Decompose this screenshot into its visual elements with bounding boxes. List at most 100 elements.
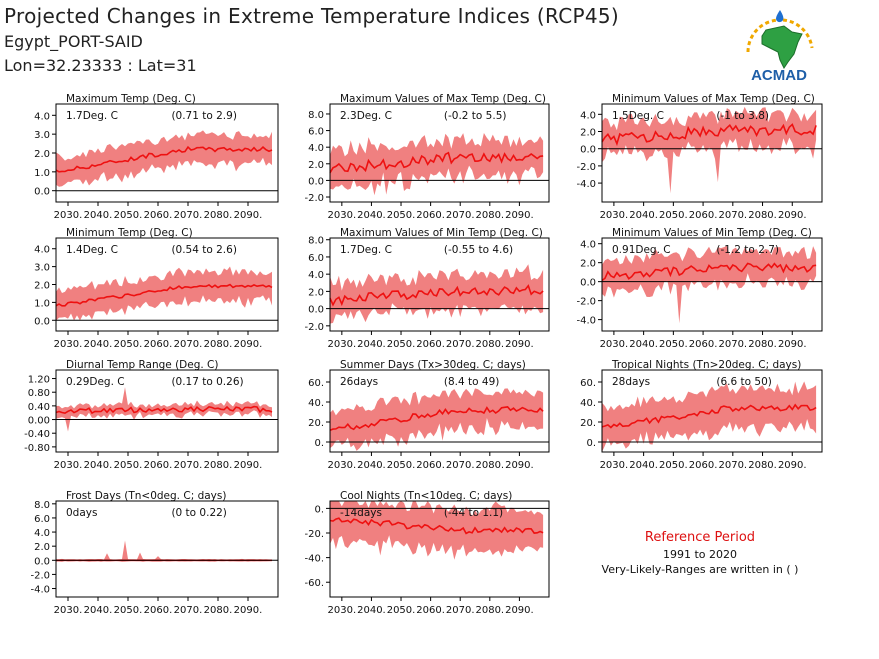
africa-map-icon [761, 25, 803, 69]
x-tick-label: 2090. [778, 339, 807, 350]
reference-period-title: Reference Period [644, 530, 756, 545]
chart-title: Minimum Values of Max Temp (Deg. C) [612, 93, 815, 105]
x-tick-label: 2040. [357, 210, 386, 221]
plot-frame [329, 500, 550, 598]
y-tick-label: 2.0 [308, 160, 324, 171]
x-tick-label: 2040. [357, 605, 386, 616]
chart-panel: 60. 40. 20. 0. 2030. 2040. 2050. 2060. 2070. 2080… [308, 359, 550, 471]
plot-frame [329, 103, 550, 203]
mean-series-line [55, 405, 273, 415]
x-tick-label: 2030. [328, 210, 357, 221]
y-tick-label: -2.0 [576, 162, 596, 173]
coordinates-label: Lon=32.23333 : Lat=31 [4, 56, 197, 75]
likely-range-label: (8.4 to 49) [444, 376, 499, 388]
y-tick-label: 2.0 [34, 542, 50, 553]
sun-rays-icon [746, 18, 814, 53]
x-tick-label: 2070. [446, 460, 475, 471]
mean-series-line [329, 151, 544, 174]
range-band [330, 388, 544, 451]
x-tick-label: 2070. [174, 605, 203, 616]
mean-series-line [329, 284, 544, 307]
x-tick-label: 2080. [475, 460, 504, 471]
y-tick-label: -2.0 [304, 193, 324, 204]
likely-range-label: (6.6 to 50) [716, 376, 771, 388]
chart-panel: 0.-20.-40.-60.2030. 2040. 2050. 2060. 2070. 2… [304, 490, 550, 616]
x-tick-label: 2040. [629, 460, 658, 471]
y-tick-label: -60. [304, 578, 324, 589]
y-tick-label: -4.0 [576, 316, 596, 327]
y-tick-label: 4.0 [34, 111, 50, 122]
plot-frame [55, 500, 279, 598]
x-tick-label: 2060. [416, 605, 445, 616]
x-tick-label: 2070. [718, 460, 747, 471]
x-tick-label: 2040. [84, 605, 113, 616]
chart-title: Tropical Nights (Tn>20deg. C; days) [611, 359, 801, 371]
page-title: Projected Changes in Extreme Temperature… [4, 4, 620, 28]
y-tick-label: -40. [304, 554, 324, 565]
likely-range-label: (0.17 to 0.26) [171, 376, 243, 388]
y-tick-label: 2.0 [34, 281, 50, 292]
acmad-logo-text: ACMAD [751, 67, 807, 84]
likely-range-label: (-1.2 to 2.7) [716, 244, 779, 256]
y-tick-label: 0.0 [34, 316, 50, 327]
x-tick-label: 2060. [416, 210, 445, 221]
mean-change-label: 1.4Deg. C [66, 244, 118, 256]
x-tick-label: 2050. [114, 210, 143, 221]
y-tick-label: 1.0 [34, 168, 50, 179]
x-tick-label: 2040. [84, 210, 113, 221]
y-tick-label: 0. [314, 438, 324, 449]
x-tick-label: 2090. [505, 605, 534, 616]
mean-series-line [55, 145, 273, 173]
x-tick-label: 2090. [234, 460, 263, 471]
x-tick-label: 2040. [84, 339, 113, 350]
y-tick-label: 60. [580, 378, 596, 389]
x-tick-label: 2060. [144, 210, 173, 221]
y-tick-label: -0.40 [24, 429, 50, 440]
y-tick-label: -4.0 [576, 179, 596, 190]
x-tick-label: 2030. [328, 339, 357, 350]
x-tick-label: 2040. [629, 210, 658, 221]
x-tick-label: 2060. [416, 460, 445, 471]
x-tick-label: 2070. [718, 339, 747, 350]
mean-series-line [601, 262, 817, 282]
y-tick-label: 6.0 [308, 127, 324, 138]
y-tick-label: 4.0 [34, 528, 50, 539]
y-tick-label: -2.0 [576, 297, 596, 308]
chart-panel: 60. 40. 20. 0. 2030. 2040. 2050. 2060. 2070. 2080… [580, 359, 823, 471]
x-tick-label: 2030. [328, 605, 357, 616]
x-tick-label: 2050. [659, 339, 688, 350]
y-tick-label: 0.0 [580, 278, 596, 289]
chart-title: Diurnal Temp Range (Deg. C) [66, 359, 218, 371]
x-tick-label: 2090. [505, 210, 534, 221]
x-tick-label: 2050. [387, 339, 416, 350]
x-tick-label: 2080. [475, 605, 504, 616]
range-band [330, 133, 544, 196]
chart-title: Maximum Values of Min Temp (Deg. C) [340, 227, 543, 239]
x-tick-label: 2090. [778, 460, 807, 471]
y-tick-label: 60. [308, 378, 324, 389]
y-tick-label: 40. [580, 398, 596, 409]
mean-change-label: 26days [340, 376, 378, 388]
likely-range-label: (0.71 to 2.9) [171, 110, 237, 122]
x-tick-label: 2080. [748, 339, 777, 350]
x-tick-label: 2040. [357, 460, 386, 471]
likely-range-label: (0 to 0.22) [171, 507, 226, 519]
y-tick-label: 4.0 [580, 240, 596, 251]
chart-title: Maximum Temp (Deg. C) [66, 93, 196, 105]
range-band [330, 501, 544, 560]
mean-change-label: 0.29Deg. C [66, 376, 125, 388]
x-tick-label: 2080. [204, 605, 233, 616]
x-tick-label: 2070. [446, 210, 475, 221]
y-tick-label: 2.0 [580, 128, 596, 139]
mean-change-label: 1.5Deg. C [612, 110, 664, 122]
mean-change-label: 1.7Deg. C [340, 244, 392, 256]
plot-frame [329, 369, 550, 453]
y-tick-label: -20. [304, 529, 324, 540]
x-tick-label: 2090. [778, 210, 807, 221]
mean-series-line [601, 123, 817, 147]
x-tick-label: 2050. [387, 210, 416, 221]
x-tick-label: 2080. [748, 210, 777, 221]
mean-change-label: 1.7Deg. C [66, 110, 118, 122]
y-tick-label: 8.0 [308, 236, 324, 247]
